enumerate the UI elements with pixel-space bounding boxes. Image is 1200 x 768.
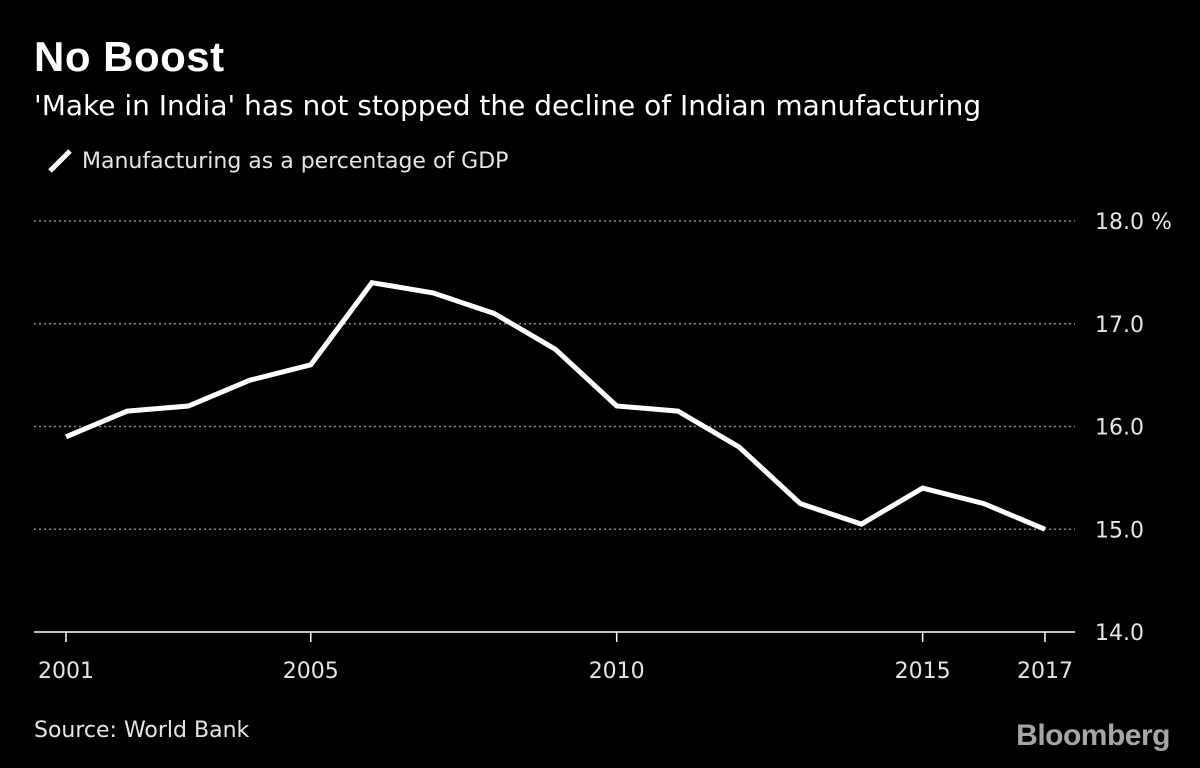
legend: Manufacturing as a percentage of GDP xyxy=(46,146,508,176)
y-tick-label: 14.0 xyxy=(1095,621,1144,646)
y-tick-label: 18.0 % xyxy=(1095,210,1172,235)
x-tick-label: 2015 xyxy=(895,659,951,684)
series-line xyxy=(65,279,1046,532)
y-tick-label: 17.0 xyxy=(1095,313,1144,338)
y-tick-label: 16.0 xyxy=(1095,416,1144,441)
bloomberg-logo: Bloomberg xyxy=(1016,719,1170,752)
y-tick-label: 15.0 xyxy=(1095,518,1144,543)
source-note: Source: World Bank xyxy=(34,718,250,743)
x-tick-label: 2001 xyxy=(38,659,94,684)
chart-subtitle: 'Make in India' has not stopped the decl… xyxy=(34,89,982,122)
chart-title: No Boost xyxy=(34,33,225,80)
x-tick-label: 2005 xyxy=(283,659,339,684)
x-tick-label: 2017 xyxy=(1017,659,1073,684)
legend-line-icon xyxy=(48,149,72,173)
legend-label: Manufacturing as a percentage of GDP xyxy=(82,148,509,174)
x-tick-label: 2010 xyxy=(589,659,645,684)
